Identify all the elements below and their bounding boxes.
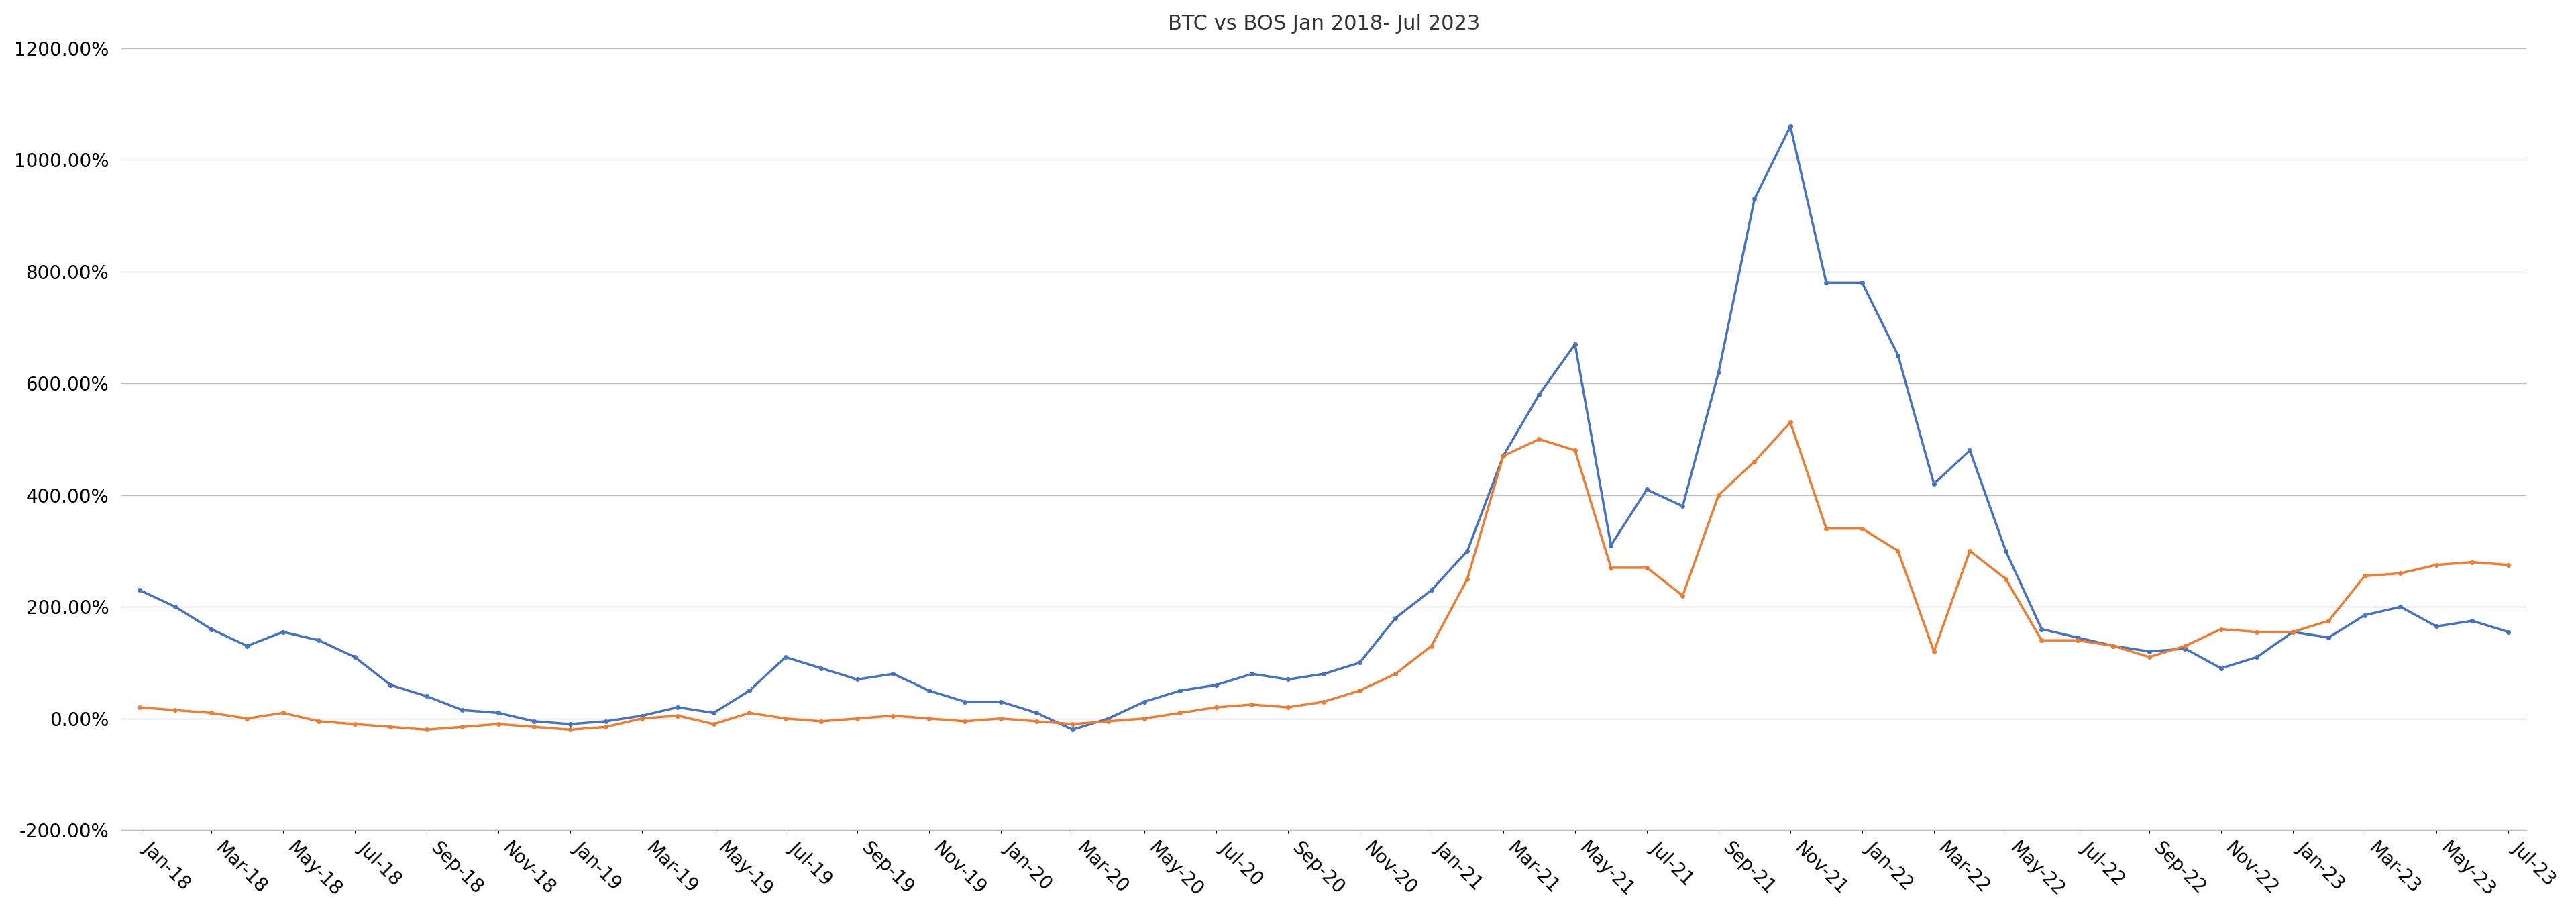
- Title: BTC vs BOS Jan 2018- Jul 2023: BTC vs BOS Jan 2018- Jul 2023: [1167, 14, 1481, 34]
